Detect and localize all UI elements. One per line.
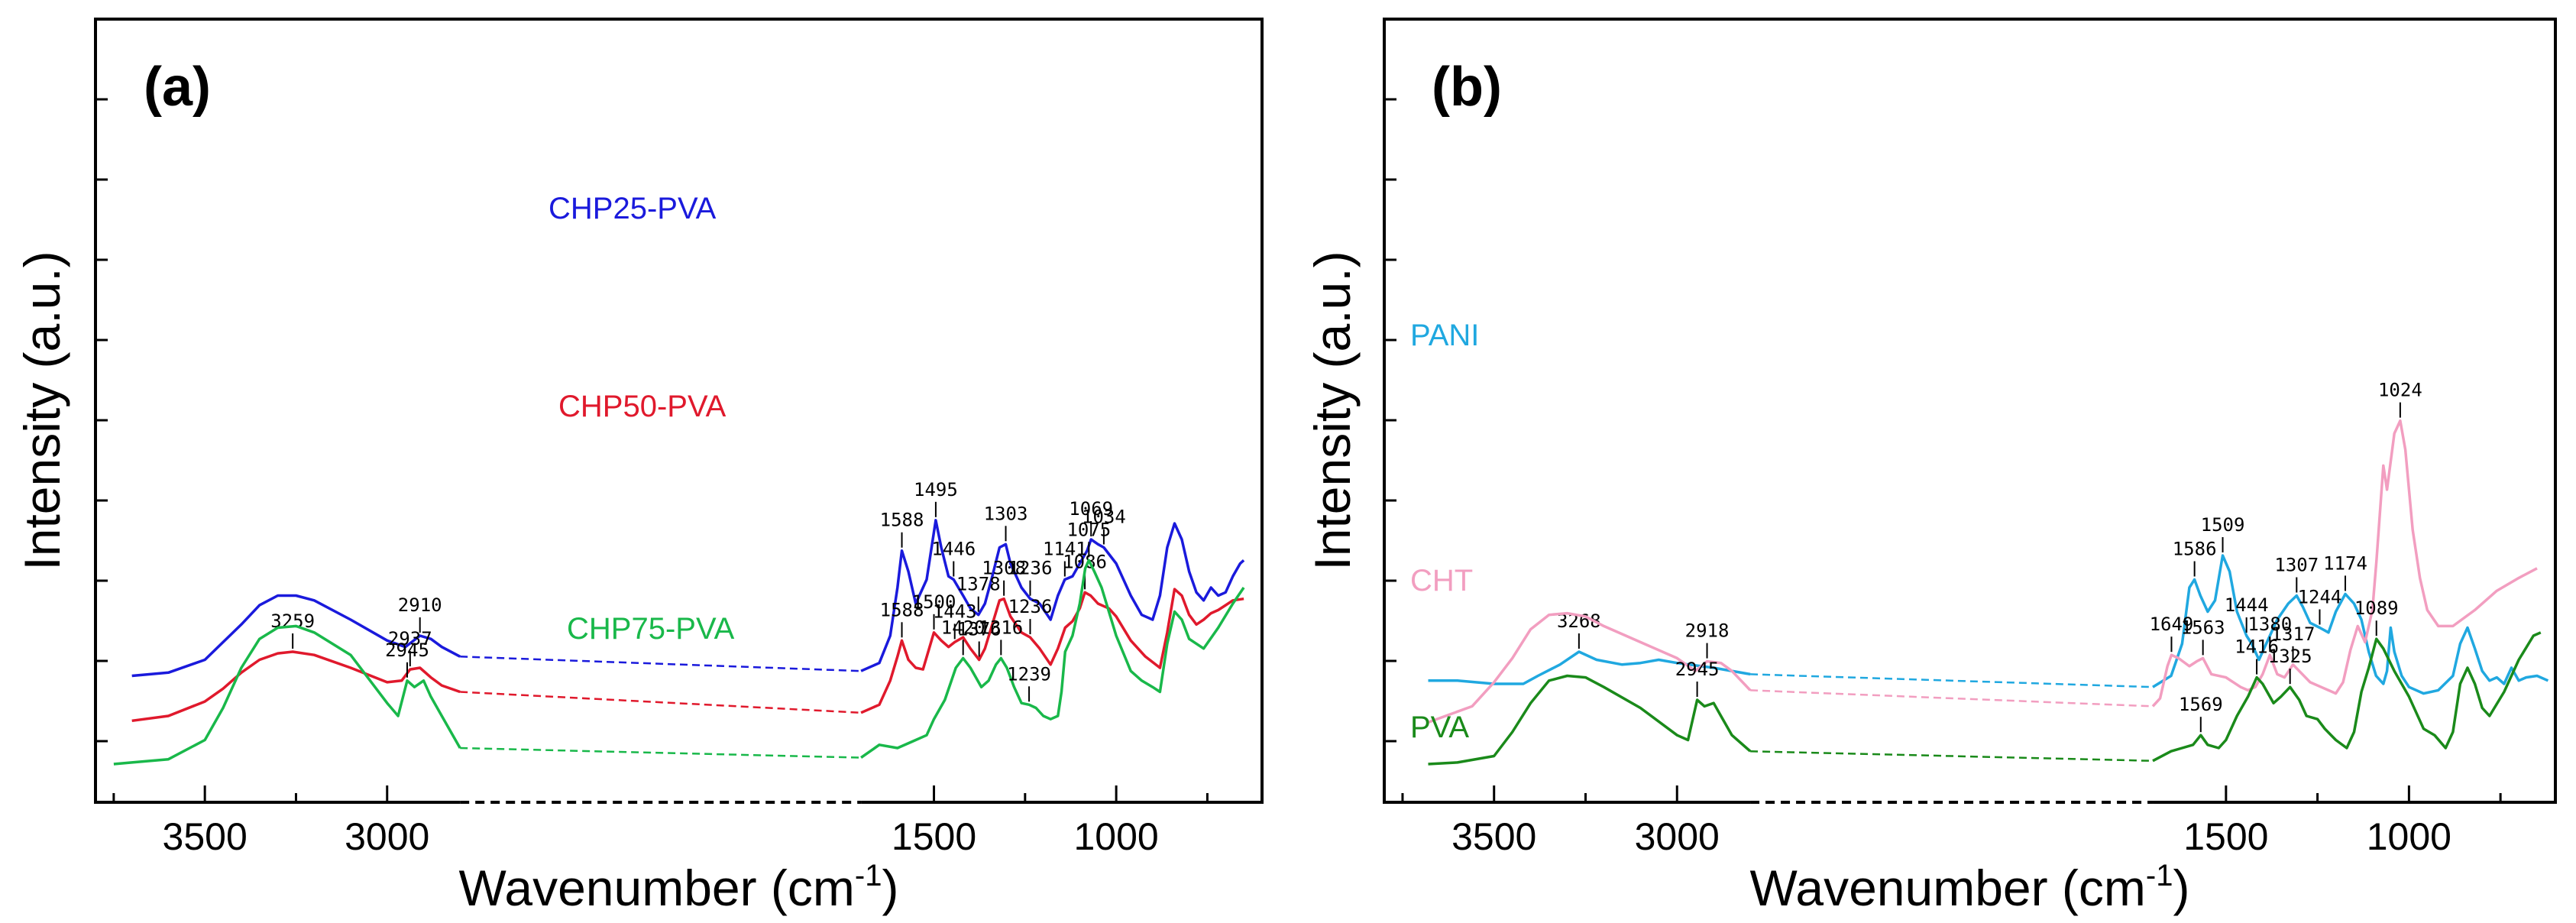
peak-label: 1236 <box>1008 596 1053 617</box>
series-PVA <box>1428 631 2542 766</box>
peak-label: 1141 <box>1043 539 1087 560</box>
peak-label: 1376 <box>957 619 1002 640</box>
peak-label: 2918 <box>1685 620 1730 642</box>
peak-label: 1307 <box>2274 555 2319 576</box>
series-line <box>1428 674 1752 766</box>
peak-label: 1174 <box>2323 552 2367 574</box>
break-connector <box>1750 673 2154 688</box>
series-CHP75-PVA <box>113 559 1245 766</box>
peak-label: 1588 <box>880 599 924 620</box>
y-axis-title: Intensity (a.u.) <box>1304 251 1361 570</box>
series-label: CHP25-PVA <box>549 192 717 225</box>
peak-label: 2937 <box>388 628 432 649</box>
peak-label: 1416 <box>2235 636 2279 658</box>
peak-label: 1069 <box>1069 498 1113 520</box>
peak-label: 1089 <box>2354 598 2399 619</box>
peak-label: 1316 <box>979 617 1023 638</box>
peak-label: 1495 <box>914 479 958 500</box>
peak-label: 1236 <box>1008 558 1053 579</box>
series-line <box>860 559 1245 759</box>
peak-label: 2910 <box>398 594 442 616</box>
plot-frame <box>1383 18 2557 804</box>
panel-label: (a) <box>144 57 211 118</box>
peak-label: 1378 <box>956 574 1001 595</box>
x-tick-label: 1000 <box>1074 815 1159 858</box>
series-label: CHP75-PVA <box>567 612 735 646</box>
x-tick-label: 3000 <box>345 815 429 858</box>
peak-label: 1308 <box>982 558 1026 579</box>
series-line <box>2152 554 2549 695</box>
series-label: CHP50-PVA <box>558 390 727 423</box>
peak-label: 1317 <box>2271 623 2315 645</box>
break-connector <box>1750 689 2154 708</box>
series-label: CHT <box>1410 564 1473 598</box>
x-axis-title: Wavenumber (cm-1) <box>459 859 899 916</box>
peak-label: 2945 <box>385 640 429 661</box>
x-tick-label: 1500 <box>2183 815 2268 858</box>
peak-label: 1239 <box>1007 663 1051 685</box>
peak-label: 1588 <box>880 510 924 531</box>
peak-label: 1380 <box>2248 614 2292 635</box>
series-line <box>1428 650 1751 685</box>
break-connector <box>460 691 862 714</box>
peak-label: 1649 <box>2150 614 2194 635</box>
peak-label: 1446 <box>931 539 976 560</box>
series-line <box>131 650 461 723</box>
panel-1: 3500 3000 1500 1000 Wavenumber (cm-1) Intensi… <box>1304 18 2557 916</box>
peak-label: 1075 <box>1066 519 1111 540</box>
break-connector <box>1750 750 2154 763</box>
peak-label: 1509 <box>2201 514 2245 536</box>
series-CHP25-PVA <box>131 519 1245 678</box>
peak-label: 1569 <box>2179 694 2223 715</box>
peak-label: 1420 <box>941 617 985 638</box>
peak-label: 1443 <box>933 601 977 622</box>
x-axis-title: Wavenumber (cm-1) <box>1750 859 2190 916</box>
x-tick-label: 3500 <box>1451 815 1536 858</box>
series-line <box>2152 631 2542 763</box>
panel-label: (b) <box>1432 57 1502 118</box>
peak-label: 1303 <box>984 503 1028 524</box>
series-line <box>860 588 1244 714</box>
y-axis-title: Intensity (a.u.) <box>14 251 70 570</box>
peak-label: 1563 <box>2181 617 2225 638</box>
panel-0: 3500 3000 1500 1000 Wavenumber (cm-1) Intensi… <box>14 18 1264 916</box>
peak-label: 2945 <box>1675 659 1720 680</box>
peak-label: 1586 <box>2173 539 2217 560</box>
break-connector <box>460 656 862 672</box>
series-label: PANI <box>1410 319 1479 352</box>
peak-label: 1034 <box>1082 507 1126 528</box>
series-label: PVA <box>1410 711 1469 744</box>
x-tick-label: 1000 <box>2367 815 2451 858</box>
series-line <box>2151 419 2538 708</box>
x-tick-label: 1500 <box>892 815 976 858</box>
series-line <box>1427 611 1752 724</box>
peak-label: 1244 <box>2298 587 2342 608</box>
x-tick-label: 3000 <box>1635 815 1720 858</box>
peak-label: 1500 <box>912 591 956 613</box>
peak-label: 1325 <box>2268 646 2312 667</box>
series-line <box>860 519 1245 672</box>
series-CHT <box>1427 419 2538 724</box>
series-line <box>113 624 461 766</box>
series-PANI <box>1428 554 2549 695</box>
series-CHP50-PVA <box>131 588 1244 723</box>
x-tick-label: 3500 <box>163 815 248 858</box>
peak-label: 1444 <box>2225 594 2269 616</box>
peak-label: 1024 <box>2378 380 2422 401</box>
break-connector <box>460 746 862 759</box>
series-line <box>131 594 461 678</box>
